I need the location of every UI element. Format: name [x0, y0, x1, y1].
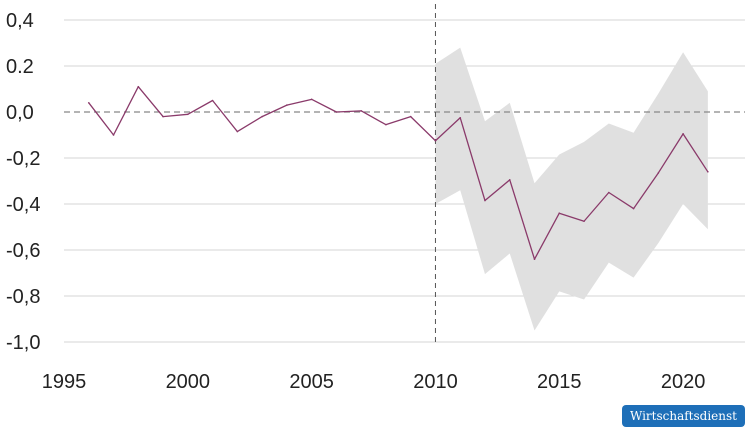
y-tick-label: -0,2 — [6, 148, 40, 170]
data-point-2018 — [632, 207, 635, 210]
x-tick-label: 2015 — [537, 371, 582, 393]
data-point-1999 — [162, 115, 164, 118]
data-point-2003 — [261, 115, 263, 118]
data-point-2006 — [335, 111, 338, 113]
data-point-2001 — [211, 99, 214, 102]
data-point-2016 — [583, 220, 585, 223]
data-point-1998 — [137, 85, 140, 88]
confidence-band — [435, 47, 708, 331]
y-tick-label: -1,0 — [6, 332, 40, 354]
data-point-1997 — [112, 134, 115, 136]
y-tick-label: -0,4 — [6, 194, 40, 216]
data-point-2000 — [187, 113, 189, 116]
x-tick-label: 2020 — [661, 371, 706, 393]
data-point-2015 — [558, 212, 561, 214]
y-tick-label: -0,8 — [6, 286, 40, 308]
x-tick-label: 2005 — [289, 371, 334, 393]
data-point-2004 — [286, 104, 288, 106]
data-point-2007 — [360, 110, 362, 112]
data-point-2019 — [657, 172, 660, 174]
data-point-2010 — [434, 139, 437, 142]
x-tick-label: 2000 — [166, 371, 211, 393]
x-axis-tick-labels: 1995 2000 2005 2010 2015 2020 — [42, 371, 706, 393]
series-line-layer — [87, 85, 709, 261]
grid-lines — [64, 19, 745, 343]
y-tick-label: 0,4 — [6, 10, 34, 32]
y-axis-tick-labels: 0,4 0.2 0,0 -0,2 -0,4 -0,6 -0,8 -1,0 — [6, 10, 40, 354]
data-point-2011 — [459, 116, 462, 119]
reference-lines — [64, 4, 745, 342]
y-tick-label: 0,0 — [6, 102, 34, 124]
data-point-2013 — [508, 179, 511, 181]
x-tick-label: 2010 — [413, 371, 458, 393]
data-point-2002 — [236, 130, 239, 133]
data-point-2020 — [682, 133, 684, 135]
data-point-2009 — [409, 115, 412, 118]
confidence-band-layer — [435, 47, 708, 331]
y-tick-label: 0.2 — [6, 56, 34, 78]
y-tick-label: -0,6 — [6, 240, 40, 262]
source-badge: Wirtschaftsdienst — [621, 405, 745, 427]
data-point-1996 — [87, 102, 90, 104]
series-line-0 — [88, 86, 709, 260]
data-point-2021 — [707, 171, 709, 173]
data-point-2008 — [385, 123, 387, 126]
data-point-2017 — [608, 191, 610, 194]
data-point-2005 — [310, 98, 313, 101]
x-tick-label: 1995 — [42, 371, 87, 393]
data-point-2014 — [533, 258, 536, 261]
data-point-2012 — [484, 199, 486, 202]
